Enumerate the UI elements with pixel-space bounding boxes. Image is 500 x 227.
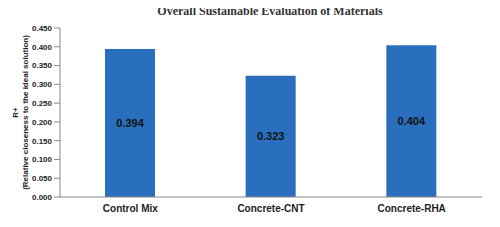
svg-text:0.404: 0.404: [398, 115, 426, 127]
svg-text:Concrete-RHA: Concrete-RHA: [377, 203, 445, 214]
svg-text:0.394: 0.394: [116, 117, 144, 129]
svg-text:0.450: 0.450: [32, 24, 53, 33]
svg-text:0.250: 0.250: [32, 99, 53, 108]
svg-text:0.100: 0.100: [32, 155, 53, 164]
svg-text:0.150: 0.150: [32, 137, 53, 146]
svg-text:0.350: 0.350: [32, 61, 53, 70]
svg-text:0.323: 0.323: [257, 130, 285, 142]
svg-text:0.300: 0.300: [32, 80, 53, 89]
html-text:Overall Sustainable Evaluation: Overall Sustainable Evaluation of Materi…: [157, 4, 383, 18]
svg-text:0.400: 0.400: [32, 43, 53, 52]
svg-text:0.200: 0.200: [32, 118, 53, 127]
svg-text:Control Mix: Control Mix: [103, 203, 158, 214]
svg-text:0.000: 0.000: [32, 193, 53, 202]
svg-text:Concrete-CNT: Concrete-CNT: [237, 203, 304, 214]
svg-text:R+(Relative closeness to the i: R+(Relative closeness to the ideal solut…: [11, 35, 30, 190]
svg-text:0.050: 0.050: [32, 174, 53, 183]
